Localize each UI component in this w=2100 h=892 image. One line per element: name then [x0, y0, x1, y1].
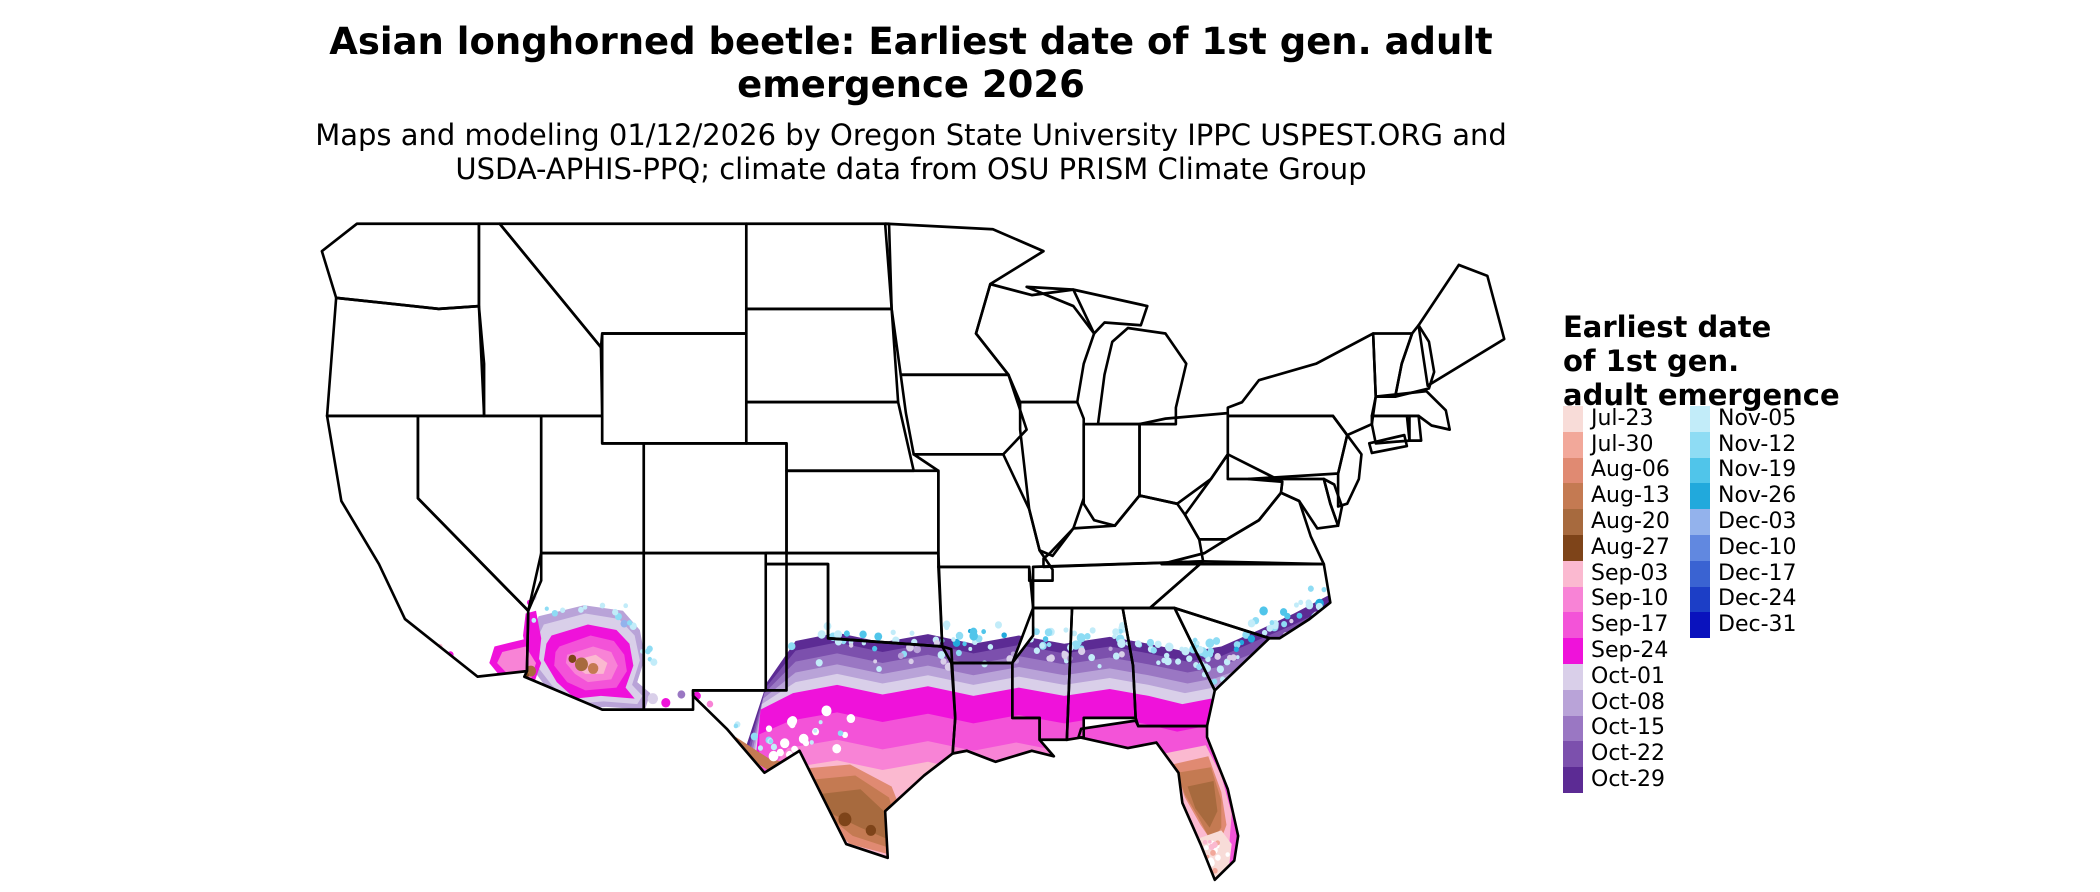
legend-label: Sep-24: [1591, 638, 1669, 664]
legend-entry: Jul-23: [1563, 406, 1670, 432]
legend-swatch: [1690, 457, 1710, 484]
legend-label: Nov-19: [1718, 457, 1797, 483]
legend-entry: Dec-24: [1690, 586, 1797, 613]
legend-entry: Aug-06: [1563, 457, 1670, 484]
legend-swatch: [1563, 457, 1583, 484]
legend-swatch: [1690, 612, 1710, 639]
title-line-2: emergence 2026: [737, 63, 1085, 106]
legend-label: Sep-17: [1591, 612, 1669, 638]
legend-entry: Dec-10: [1690, 534, 1797, 561]
us-emergence-map: [320, 222, 1506, 882]
legend-label: Oct-08: [1591, 689, 1665, 715]
legend-entry: Dec-31: [1690, 612, 1797, 639]
legend-swatch: [1563, 534, 1583, 561]
legend-label: Aug-27: [1591, 534, 1670, 560]
legend-title-line-1: Earliest date: [1563, 310, 1772, 344]
legend-entry: Oct-08: [1563, 689, 1670, 716]
legend-swatch: [1563, 638, 1583, 664]
legend-label: Nov-05: [1718, 405, 1797, 431]
legend-entry: Dec-03: [1690, 509, 1797, 535]
legend-entry: Nov-12: [1690, 431, 1797, 458]
legend-column-2: Nov-05 Nov-12 Nov-19 Nov-26 Dec-03 Dec-10 Dec-…: [1690, 406, 1797, 639]
legend-swatch: [1563, 431, 1583, 458]
legend-label: Nov-26: [1718, 483, 1797, 509]
legend-swatch: [1563, 767, 1583, 793]
legend-swatch: [1563, 483, 1583, 510]
legend-label: Jul-23: [1591, 405, 1654, 431]
subtitle-line-2: USDA-APHIS-PPQ; climate data from OSU PR…: [455, 152, 1367, 186]
legend-entry: Oct-29: [1563, 767, 1670, 793]
legend-entry: Sep-24: [1563, 638, 1670, 664]
legend-label: Oct-01: [1591, 663, 1665, 689]
legend-label: Oct-15: [1591, 715, 1665, 741]
legend-label: Aug-13: [1591, 483, 1670, 509]
legend-entry: Nov-05: [1690, 406, 1797, 432]
page-subtitle: Maps and modeling 01/12/2026 by Oregon S…: [0, 118, 1822, 186]
legend-label: Sep-03: [1591, 560, 1669, 586]
legend-entry: Nov-19: [1690, 457, 1797, 484]
legend-label: Dec-03: [1718, 509, 1797, 535]
legend-entry: Jul-30: [1563, 431, 1670, 458]
legend-swatch: [1563, 741, 1583, 768]
legend-entry: Nov-26: [1690, 483, 1797, 510]
legend-label: Dec-10: [1718, 534, 1797, 560]
legend-entry: Aug-13: [1563, 483, 1670, 510]
legend-swatch: [1563, 406, 1583, 432]
legend-label: Oct-29: [1591, 767, 1665, 793]
legend-swatch: [1563, 689, 1583, 716]
legend-label: Dec-17: [1718, 560, 1797, 586]
legend-entry: Sep-03: [1563, 560, 1670, 587]
legend-swatch: [1563, 612, 1583, 639]
legend-swatch: [1563, 663, 1583, 690]
legend-swatch: [1563, 560, 1583, 587]
legend-label: Aug-06: [1591, 457, 1670, 483]
legend-swatch: [1563, 509, 1583, 535]
map-legend: Earliest date of 1st gen. adult emergenc…: [1563, 310, 1903, 793]
title-line-1: Asian longhorned beetle: Earliest date o…: [329, 20, 1493, 63]
legend-swatch: [1690, 483, 1710, 510]
legend-swatch: [1563, 715, 1583, 742]
legend-label: Nov-12: [1718, 431, 1797, 457]
legend-entry: Sep-17: [1563, 612, 1670, 639]
legend-entry: Oct-22: [1563, 741, 1670, 768]
legend-label: Jul-30: [1591, 431, 1654, 457]
legend-title-line-2: of 1st gen.: [1563, 344, 1740, 378]
subtitle-line-1: Maps and modeling 01/12/2026 by Oregon S…: [315, 118, 1507, 152]
legend-entry: Sep-10: [1563, 586, 1670, 613]
legend-title: Earliest date of 1st gen. adult emergenc…: [1563, 310, 1903, 412]
legend-entry: Aug-27: [1563, 534, 1670, 561]
legend-label: Sep-10: [1591, 586, 1669, 612]
legend-entry: Oct-01: [1563, 663, 1670, 690]
legend-swatch: [1690, 586, 1710, 613]
page-title: Asian longhorned beetle: Earliest date o…: [0, 20, 1822, 106]
legend-label: Oct-22: [1591, 741, 1665, 767]
legend-entry: Oct-15: [1563, 715, 1670, 742]
legend-swatch: [1690, 560, 1710, 587]
legend-entry: Dec-17: [1690, 560, 1797, 587]
legend-label: Dec-24: [1718, 586, 1797, 612]
legend-swatch: [1690, 406, 1710, 432]
legend-column-1: Jul-23 Jul-30 Aug-06 Aug-13 Aug-20 Aug-27 Sep-…: [1563, 406, 1670, 793]
legend-swatch: [1563, 586, 1583, 613]
legend-label: Aug-20: [1591, 509, 1670, 535]
legend-swatch: [1690, 509, 1710, 535]
legend-swatch: [1690, 431, 1710, 458]
legend-label: Dec-31: [1718, 612, 1797, 638]
legend-swatch: [1690, 534, 1710, 561]
legend-entry: Aug-20: [1563, 509, 1670, 535]
